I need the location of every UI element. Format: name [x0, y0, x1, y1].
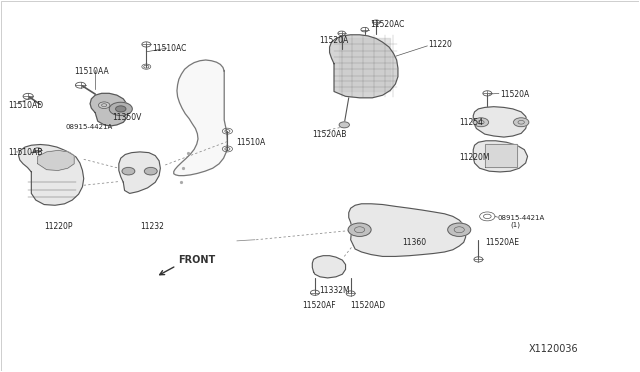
Text: 11220P: 11220P [44, 222, 72, 231]
Text: 11510AA: 11510AA [74, 67, 109, 76]
Polygon shape [19, 144, 84, 205]
Circle shape [122, 167, 135, 175]
Text: 11510AD: 11510AD [8, 101, 44, 110]
Circle shape [99, 102, 110, 109]
Polygon shape [330, 35, 398, 98]
Text: X1120036: X1120036 [528, 343, 578, 353]
Text: 11232: 11232 [140, 222, 164, 231]
Circle shape [473, 118, 488, 127]
Text: 11510AC: 11510AC [153, 44, 187, 53]
Text: 11220: 11220 [429, 40, 452, 49]
Text: FRONT: FRONT [178, 254, 216, 264]
Circle shape [448, 223, 470, 236]
Circle shape [348, 223, 371, 236]
Polygon shape [473, 141, 527, 172]
Text: 11520A: 11520A [319, 36, 348, 45]
Text: 11254: 11254 [460, 118, 483, 127]
Polygon shape [312, 256, 346, 278]
Polygon shape [90, 93, 129, 126]
Polygon shape [119, 152, 161, 193]
Text: 11510AB: 11510AB [8, 148, 43, 157]
Text: 11520AC: 11520AC [370, 20, 404, 29]
Text: 11520AE: 11520AE [484, 238, 519, 247]
Polygon shape [484, 144, 516, 167]
Text: (1): (1) [510, 222, 520, 228]
Circle shape [513, 118, 529, 127]
Text: 11520A: 11520A [500, 90, 529, 99]
Text: 08915-4421A: 08915-4421A [66, 125, 113, 131]
Text: 08915-4421A: 08915-4421A [497, 215, 545, 221]
Polygon shape [473, 107, 527, 137]
Text: 11520AD: 11520AD [351, 301, 386, 310]
Polygon shape [173, 60, 227, 176]
Text: 11332M: 11332M [319, 286, 349, 295]
Text: 11510A: 11510A [236, 138, 265, 147]
Circle shape [116, 106, 126, 112]
Polygon shape [339, 38, 390, 92]
Polygon shape [349, 204, 466, 256]
Circle shape [339, 122, 349, 128]
Circle shape [145, 167, 157, 175]
Text: 11520AF: 11520AF [302, 301, 336, 310]
Circle shape [109, 102, 132, 116]
Text: 11520AB: 11520AB [312, 130, 347, 140]
Text: 11360: 11360 [402, 238, 426, 247]
Polygon shape [38, 150, 74, 170]
Text: 11220M: 11220M [460, 153, 490, 161]
Text: 11350V: 11350V [113, 113, 142, 122]
